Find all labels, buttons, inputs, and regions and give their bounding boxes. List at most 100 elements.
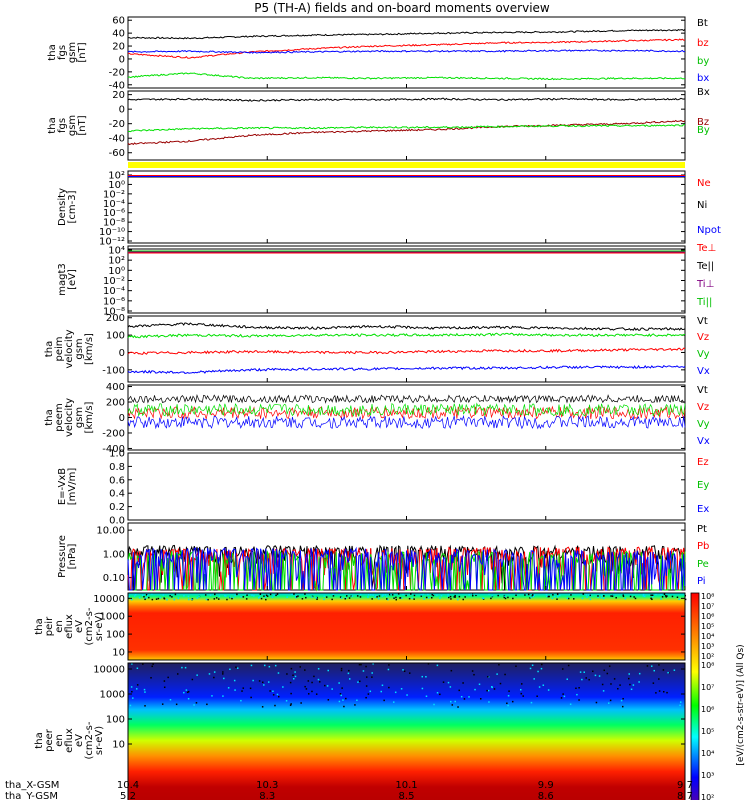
colorbar-tick-label: 10⁸ [701, 592, 714, 601]
spectrogram-speckle [292, 677, 295, 680]
ytick-label: -40 [109, 80, 125, 91]
spectrogram-speckle [451, 704, 454, 706]
spectrogram-speckle [307, 680, 310, 682]
y-axis-label: [nPa] [67, 543, 78, 569]
spectrogram-speckle [196, 674, 198, 676]
spectrogram-speckle [360, 663, 362, 666]
spectrogram-speckle [196, 597, 198, 599]
spectrogram-speckle [184, 666, 187, 669]
spectrogram-speckle [371, 672, 373, 674]
spectrogram-speckle [277, 695, 280, 698]
legend-Vz: Vz [697, 332, 709, 343]
spectrogram-speckle [629, 683, 631, 686]
spectrogram-speckle [393, 597, 395, 599]
spectrogram-speckle [275, 594, 277, 597]
spectrogram-speckle [242, 596, 245, 598]
spectrogram-speckle [533, 594, 536, 597]
spectrogram-speckle [402, 669, 404, 671]
spectrogram-speckle [487, 675, 489, 678]
spectrogram-speckle [362, 670, 365, 672]
spectrogram-speckle [313, 675, 315, 678]
spectrogram-speckle [245, 593, 247, 595]
spectrogram-speckle [399, 597, 402, 599]
spectrogram-speckle [420, 594, 423, 596]
spectrogram-speckle [169, 594, 171, 597]
spectrogram-speckle [478, 683, 481, 686]
ytick-label: 0.4 [109, 489, 125, 500]
spectrogram-speckle [381, 595, 384, 597]
ytick-label: 10⁻⁸ [103, 218, 125, 229]
spectrogram-speckle [380, 690, 383, 693]
spectrogram-speckle [213, 676, 215, 679]
spectrogram-speckle [676, 596, 679, 598]
spectrogram-speckle [271, 596, 274, 598]
spectrogram-speckle [541, 663, 543, 666]
spectrogram-speckle [381, 684, 384, 687]
spectrogram-speckle [161, 703, 164, 705]
panel-frame [127, 245, 686, 314]
spectrogram-speckle [289, 704, 292, 706]
spectrogram-speckle [529, 597, 531, 599]
ytick-label: 10² [108, 171, 125, 182]
spectrogram-speckle [211, 695, 213, 697]
spectrogram-speckle [643, 595, 646, 598]
spectrogram-speckle [347, 672, 350, 675]
spectrogram-speckle [546, 595, 548, 598]
spectrogram-speckle [144, 691, 146, 693]
spectrogram-speckle [650, 597, 652, 600]
spectrogram-speckle [249, 687, 252, 690]
spectrogram-speckle [566, 678, 568, 680]
spectrogram-speckle [264, 596, 266, 598]
spectrogram-speckle [427, 596, 430, 599]
spectrogram-speckle [425, 676, 427, 678]
spectrogram-speckle [191, 678, 194, 681]
spectrogram-speckle [666, 691, 668, 694]
spectrogram-speckle [450, 598, 452, 600]
ytick-label: 10⁻¹² [99, 237, 125, 248]
spectrogram-speckle [394, 691, 397, 694]
spectrogram-speckle [488, 701, 490, 703]
spectrogram-speckle [151, 665, 153, 668]
spectrogram-speckle [367, 594, 370, 596]
spectrogram-speckle [664, 595, 667, 597]
spectrogram-speckle [245, 598, 248, 600]
y-axis-label: fgs [57, 118, 68, 133]
spectrogram-speckle [386, 598, 388, 600]
spectrogram-speckle [508, 690, 510, 692]
ytick-label: 20 [112, 90, 125, 101]
spectrogram-speckle [560, 697, 563, 699]
spectrogram-speckle [345, 697, 347, 700]
ytick-label: 10 [112, 647, 125, 658]
spectrogram-speckle [367, 693, 370, 695]
spectrogram-speckle [575, 687, 577, 690]
spectrogram-speckle [332, 593, 334, 596]
colorbar-tick-label: 10⁷ [701, 602, 714, 611]
colorbar-title: [eV/(cm2-s-str-eV)] (All Qs) [736, 644, 746, 765]
y-axis-label: eflux [64, 728, 75, 753]
spectrogram-speckle [538, 686, 541, 688]
colorbar-gradient [690, 592, 700, 800]
spectrogram-speckle [533, 678, 535, 680]
spectrogram-speckle [242, 687, 245, 689]
spectrogram-speckle [372, 663, 374, 665]
ytick-label: 10 [112, 740, 125, 751]
spectrogram-speckle [261, 681, 264, 684]
y-axis-label: peir [44, 616, 55, 636]
y-axis-label: sr-eV) [94, 726, 105, 755]
spectrogram-speckle [183, 691, 185, 694]
y-axis-label: tha [47, 117, 58, 133]
spectrogram-speckle [579, 671, 582, 673]
footer-value: 8.7 [677, 791, 693, 800]
spectrogram-speckle [511, 700, 514, 703]
panel-fgs_gsm: 60 40 200 -20 -40 tha fgs gsm [nT] Bt bz by bx [47, 16, 709, 92]
spectrogram-speckle [341, 687, 343, 689]
y-axis-label: tha [44, 341, 55, 357]
spectrogram-speckle [234, 594, 236, 597]
spectrogram-speckle [292, 674, 294, 676]
ytick-label: 100 [106, 715, 125, 726]
spectrogram-speckle [222, 673, 224, 675]
spectrogram-speckle [384, 594, 387, 596]
spectrogram-speckle [622, 594, 624, 596]
spectrogram-speckle [630, 688, 633, 691]
